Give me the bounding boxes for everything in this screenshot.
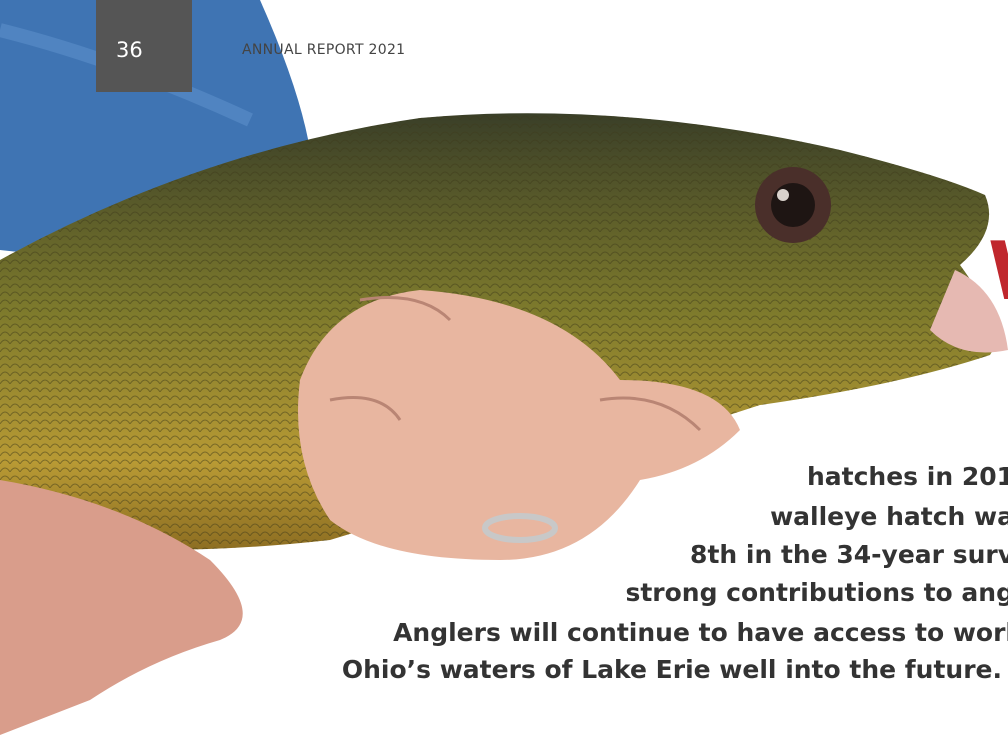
body-line: walleye hatch wa: [770, 502, 1008, 531]
body-line: hatches in 201: [806, 462, 1008, 491]
heading-fragment: W: [988, 232, 1008, 312]
page-number: 36: [96, 0, 192, 92]
running-title: ANNUAL REPORT 2021: [242, 42, 406, 58]
body-line: 8th in the 34-year surv: [690, 540, 1008, 569]
body-line: Ohio’s waters of Lake Erie well into the…: [341, 655, 1002, 684]
body-line: Anglers will continue to have access to …: [393, 618, 1008, 647]
body-line: strong contributions to ang: [625, 578, 1008, 607]
